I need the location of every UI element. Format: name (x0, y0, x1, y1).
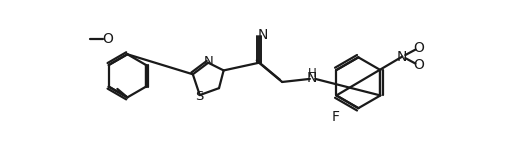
Text: S: S (195, 90, 204, 103)
Text: N: N (203, 55, 213, 68)
Text: O: O (413, 41, 424, 55)
Text: N: N (258, 28, 268, 42)
Text: H: H (308, 67, 317, 80)
Text: N: N (307, 71, 317, 85)
Text: F: F (332, 110, 340, 124)
Text: O: O (102, 32, 113, 46)
Text: O: O (413, 58, 424, 72)
Text: N: N (397, 50, 408, 64)
